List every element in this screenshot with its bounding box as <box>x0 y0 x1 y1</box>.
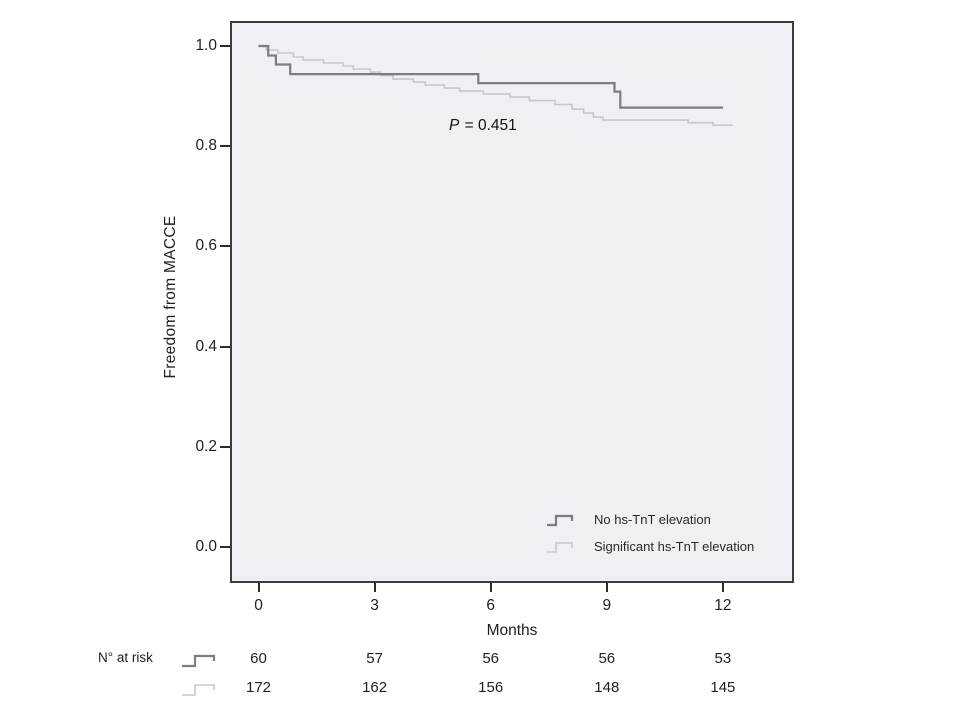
y-tick-label: 0.4 <box>195 337 217 355</box>
step-line-icon <box>547 541 573 553</box>
risk-count: 56 <box>482 650 500 667</box>
y-tick-label: 0.0 <box>195 538 217 555</box>
risk-count: 60 <box>250 650 267 667</box>
y-tick-mark <box>220 245 230 248</box>
risk-count: 172 <box>245 679 272 696</box>
survival-curves <box>258 44 733 126</box>
risk-count: 57 <box>366 650 383 667</box>
legend-item: Significant hs-TnT elevation <box>546 533 754 560</box>
x-tick-mark <box>373 583 376 592</box>
risk-count: 162 <box>362 679 388 696</box>
survival-curve <box>258 44 723 109</box>
y-tick-label: 1.0 <box>195 37 217 54</box>
x-tick-label: 12 <box>714 597 732 614</box>
y-tick-mark <box>220 45 230 47</box>
x-axis-title: Months <box>486 622 538 639</box>
legend-label: No hs-TnT elevation <box>594 512 711 527</box>
risk-count: 156 <box>478 679 504 696</box>
y-tick-label: 0.8 <box>195 137 217 155</box>
y-tick-mark <box>220 546 230 548</box>
plot-area <box>230 21 794 583</box>
step-line-icon <box>547 514 574 526</box>
step-line-shape <box>547 514 574 526</box>
risk-row-step-icon <box>182 684 215 696</box>
p-value-annotation: P = 0.451 <box>449 117 517 135</box>
x-tick-label: 0 <box>254 597 263 614</box>
x-tick-mark <box>489 583 492 592</box>
x-tick-label: 3 <box>370 597 379 614</box>
x-tick-mark <box>257 583 260 592</box>
step-line-shape <box>182 654 216 668</box>
risk-count: 148 <box>594 679 620 696</box>
x-tick-label: 9 <box>602 597 612 614</box>
risk-count: 145 <box>710 679 736 696</box>
y-tick-label: 0.6 <box>195 237 217 255</box>
y-tick-mark <box>220 145 230 148</box>
y-tick-mark <box>220 445 230 448</box>
risk-table-label: N° at risk <box>98 650 153 665</box>
legend-label: Significant hs-TnT elevation <box>594 539 755 554</box>
x-tick-mark <box>721 583 724 592</box>
step-line-shape <box>182 684 215 696</box>
p-value-text: = 0.451 <box>460 117 517 134</box>
y-tick-label: 0.2 <box>195 437 217 455</box>
x-tick-label: 6 <box>486 597 495 614</box>
step-line-shape <box>547 541 573 553</box>
risk-row-step-icon <box>182 654 216 668</box>
survival-curve <box>258 45 733 126</box>
risk-count: 56 <box>598 650 616 667</box>
risk-count: 53 <box>714 650 732 667</box>
legend: No hs-TnT elevation Significant hs-TnT el… <box>546 506 754 560</box>
p-value-symbol: P <box>449 117 460 134</box>
legend-item: No hs-TnT elevation <box>546 506 754 533</box>
y-tick-mark <box>220 345 230 348</box>
x-tick-mark <box>605 583 608 592</box>
